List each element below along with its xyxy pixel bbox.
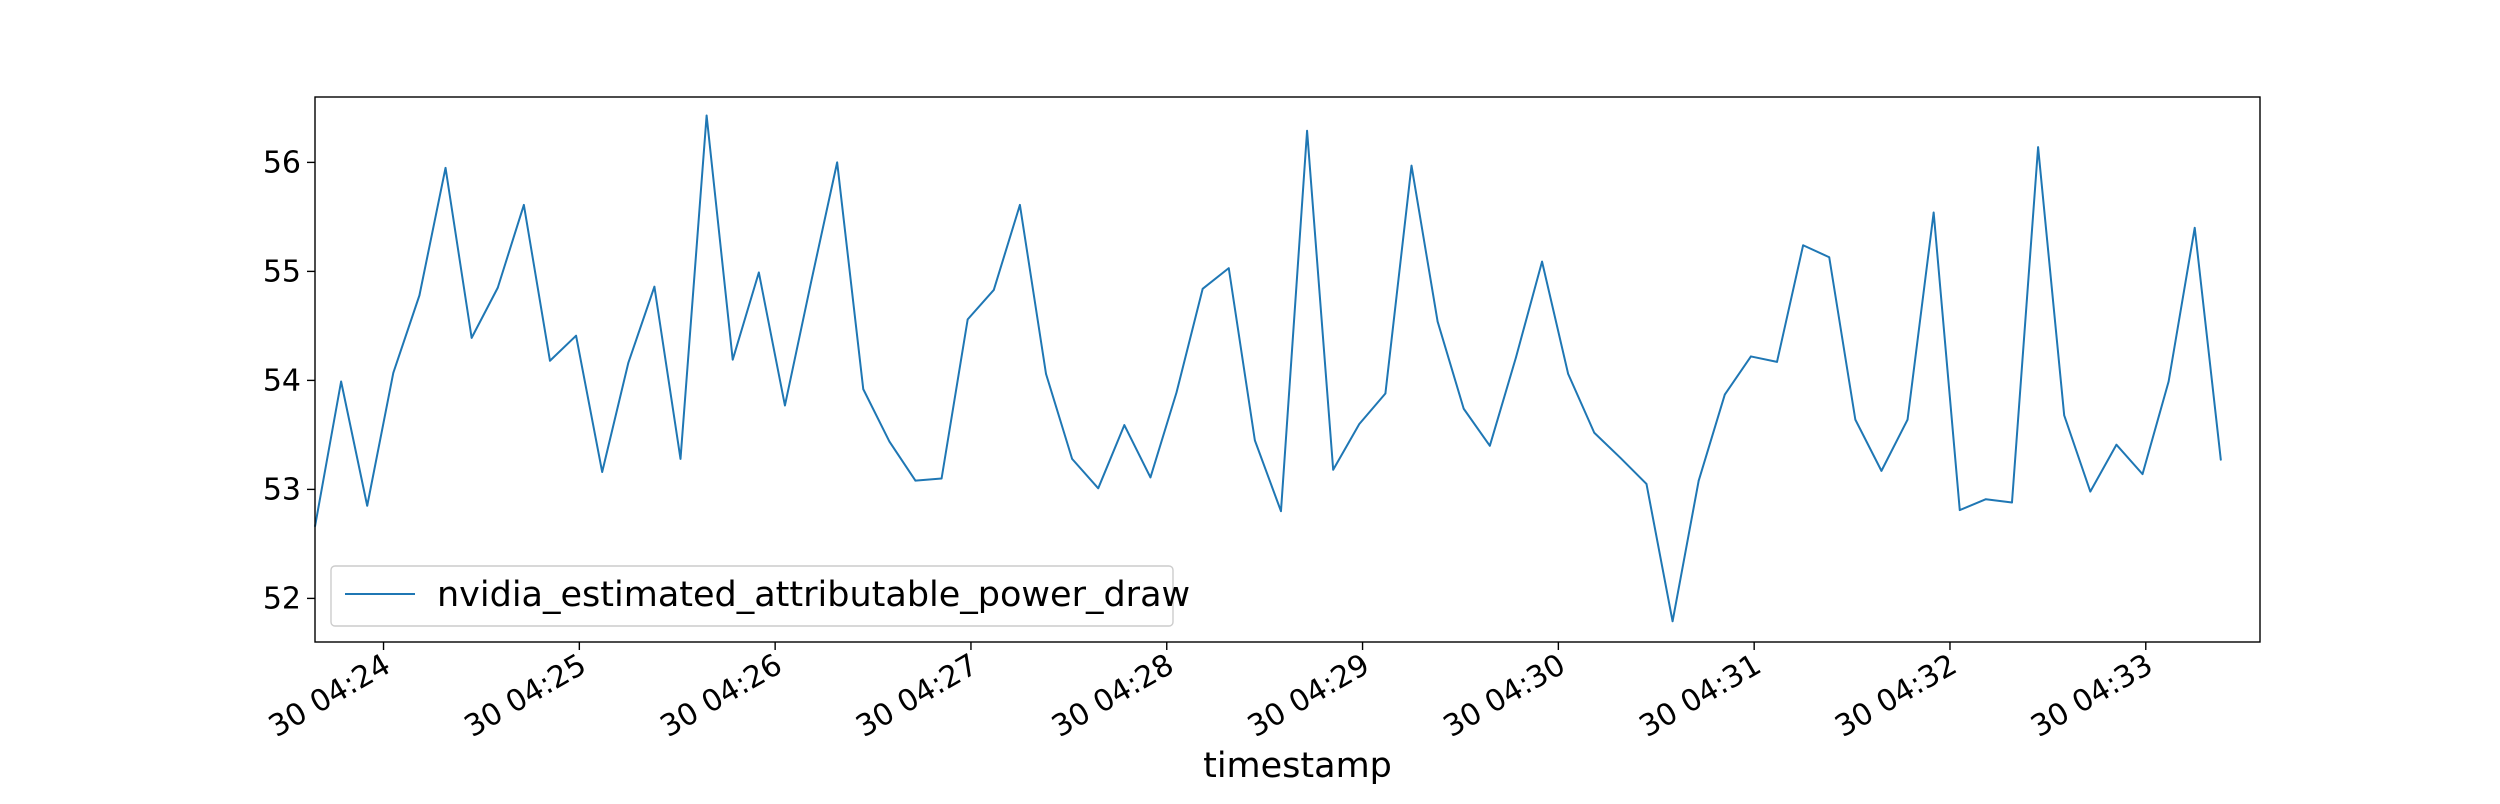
data-point — [1671, 620, 1674, 623]
data-point — [1958, 509, 1961, 511]
data-point — [862, 388, 865, 390]
data-point — [1619, 456, 1622, 459]
x-tick-label: 30 04:26 — [654, 647, 788, 744]
data-point — [1489, 445, 1491, 447]
data-point — [1724, 393, 1726, 396]
x-tick-label: 30 04:28 — [1046, 647, 1180, 744]
data-point — [549, 359, 551, 362]
data-point — [418, 294, 421, 297]
data-point — [888, 440, 891, 443]
data-point — [627, 362, 630, 364]
data-point — [1201, 288, 1204, 290]
x-axis: 30 04:24 30 04:25 30 04:26 30 04:27 30 04:28… — [263, 642, 2159, 745]
data-point — [601, 471, 603, 473]
data-point — [575, 334, 577, 337]
data-point — [1227, 267, 1230, 269]
data-point — [1410, 164, 1413, 167]
data-point — [1019, 204, 1021, 206]
data-point — [1854, 418, 1857, 421]
data-point — [2011, 501, 2013, 504]
data-point — [1097, 487, 1100, 490]
data-point — [966, 318, 969, 321]
data-point — [2167, 380, 2170, 383]
x-tick-label: 30 04:24 — [263, 647, 397, 744]
y-tick-label: 54 — [263, 363, 301, 398]
data-point — [1750, 355, 1752, 358]
data-point — [1906, 418, 1909, 421]
data-point — [992, 289, 995, 291]
data-point — [1332, 468, 1334, 471]
x-tick-label: 30 04:30 — [1438, 647, 1572, 744]
x-tick-label: 30 04:31 — [1633, 647, 1767, 744]
plot-frame — [314, 96, 2261, 643]
data-point — [444, 167, 447, 169]
data-point — [2115, 443, 2118, 446]
legend-label: nvidia_estimated_attributable_power_draw — [437, 575, 1190, 615]
x-tick-label: 30 04:33 — [2025, 647, 2159, 744]
data-point — [1776, 361, 1778, 363]
data-point — [2063, 414, 2065, 417]
data-point — [2141, 473, 2144, 475]
y-tick-label: 52 — [263, 581, 301, 616]
data-point — [2193, 227, 2196, 229]
data-point — [653, 285, 656, 288]
data-point — [1880, 470, 1883, 472]
data-point — [1645, 483, 1648, 485]
data-point — [2220, 459, 2222, 461]
data-point — [1985, 498, 1987, 501]
data-point — [523, 204, 525, 206]
data-point — [731, 358, 734, 361]
data-point — [1254, 439, 1256, 442]
data-point — [705, 114, 708, 117]
data-point — [392, 371, 395, 374]
data-point — [1071, 458, 1073, 460]
data-point — [914, 479, 917, 482]
data-point — [1280, 510, 1282, 512]
data-point — [1828, 256, 1831, 259]
data-point — [1149, 476, 1152, 479]
data-point — [1462, 407, 1465, 410]
data-point — [784, 404, 786, 407]
series-line-0 — [314, 114, 2222, 623]
y-axis: 52 53 54 55 56 — [263, 145, 315, 616]
data-point — [810, 281, 812, 284]
data-point — [1593, 431, 1596, 434]
data-point — [1541, 260, 1543, 263]
data-point — [758, 271, 760, 274]
x-tick-label: 30 04:27 — [850, 647, 984, 744]
data-point — [1123, 424, 1126, 426]
y-tick-label: 55 — [263, 254, 301, 289]
data-point — [1436, 320, 1439, 323]
x-axis-label: timestamp — [1203, 746, 1392, 786]
y-tick-label: 53 — [263, 472, 301, 507]
data-point — [2089, 490, 2092, 493]
data-point — [1515, 356, 1517, 359]
data-point — [1802, 244, 1804, 247]
data-point — [1358, 423, 1361, 425]
legend: nvidia_estimated_attributable_power_draw — [330, 565, 1190, 627]
data-point — [1045, 373, 1047, 375]
data-point — [1175, 391, 1178, 394]
y-tick-label: 56 — [263, 145, 301, 180]
data-point — [496, 286, 499, 289]
data-point — [1932, 211, 1935, 214]
data-point — [1384, 392, 1387, 395]
data-point — [1697, 479, 1700, 482]
x-tick-label: 30 04:29 — [1242, 647, 1376, 744]
data-point — [1567, 373, 1569, 375]
data-point — [340, 380, 342, 383]
legend-box — [330, 565, 1174, 627]
data-point — [1306, 129, 1308, 132]
x-tick-label: 30 04:32 — [1829, 647, 1963, 744]
plot-layer — [314, 114, 2222, 623]
data-point — [366, 504, 369, 507]
data-point — [940, 477, 943, 480]
data-point — [2037, 146, 2039, 148]
data-point — [470, 337, 473, 339]
data-point — [679, 458, 682, 460]
x-tick-label: 30 04:25 — [459, 647, 593, 744]
data-point — [836, 161, 838, 164]
